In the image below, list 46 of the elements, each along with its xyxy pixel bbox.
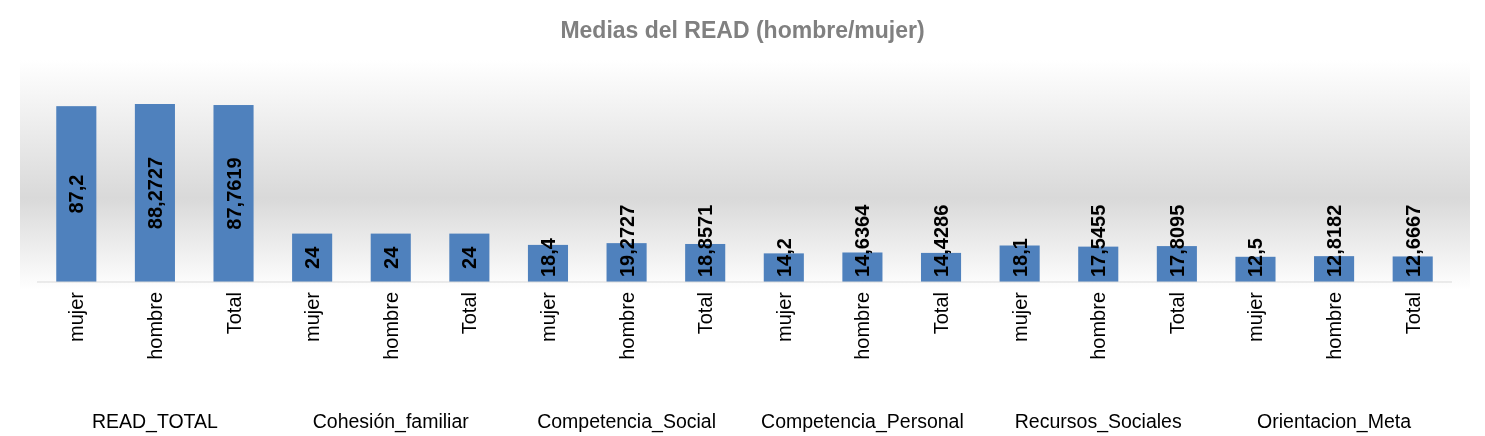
- data-label: 18,1: [1008, 238, 1031, 277]
- data-label: 12,5: [1244, 238, 1267, 277]
- text: Recursos_Sociales: [1014, 410, 1182, 433]
- x-tick-label: Total: [458, 292, 481, 335]
- data-label: 14,2: [772, 238, 795, 277]
- x-tick-label: Total: [930, 292, 953, 335]
- data-label: 18,8571: [694, 204, 717, 277]
- data-label: 19,2727: [615, 204, 638, 277]
- bar: [134, 104, 175, 282]
- x-tick-label: mujer: [772, 291, 795, 343]
- data-label: 17,8095: [1165, 204, 1188, 277]
- x-tick-label: Total: [694, 292, 717, 335]
- x-tick-label: hombre: [851, 292, 874, 360]
- data-label: 17,5455: [1087, 204, 1110, 277]
- text: Cohesión_familiar: [312, 410, 470, 433]
- data-label: 24: [379, 245, 402, 269]
- bar: [213, 105, 254, 282]
- text: READ_TOTAL: [91, 410, 219, 433]
- text: Orientacion_Meta: [1257, 410, 1412, 433]
- data-label: 24: [458, 245, 481, 269]
- x-tick-label: hombre: [379, 292, 402, 360]
- x-tick-label: hombre: [1087, 292, 1110, 360]
- x-tick-label: hombre: [1323, 292, 1346, 360]
- x-tick-label: hombre: [143, 292, 166, 360]
- data-label: 87,7619: [222, 157, 245, 230]
- x-tick-label: Total: [222, 292, 245, 335]
- data-label: 14,4286: [930, 204, 953, 277]
- text: Competencia_Personal: [761, 410, 964, 433]
- x-tick-label: mujer: [536, 291, 559, 343]
- x-tick-label: mujer: [1244, 291, 1267, 343]
- x-tick-label: mujer: [65, 291, 88, 343]
- x-tick-label: Total: [1165, 292, 1188, 335]
- x-tick-label: hombre: [615, 292, 638, 360]
- bar: [56, 106, 97, 282]
- x-tick-label: mujer: [1008, 291, 1031, 343]
- data-label: 18,4: [536, 237, 559, 277]
- text: Competencia_Social: [537, 410, 717, 433]
- x-tick-label: Total: [1401, 292, 1424, 335]
- x-tick-label: mujer: [301, 291, 324, 343]
- data-label: 87,2: [65, 174, 88, 214]
- data-label: 12,8182: [1323, 204, 1346, 277]
- data-label: 14,6364: [851, 203, 874, 277]
- chart-title: Medias del READ (hombre/mujer): [560, 17, 925, 43]
- data-label: 88,2727: [143, 156, 166, 230]
- data-label: 24: [301, 245, 324, 269]
- data-label: 12,6667: [1401, 204, 1424, 277]
